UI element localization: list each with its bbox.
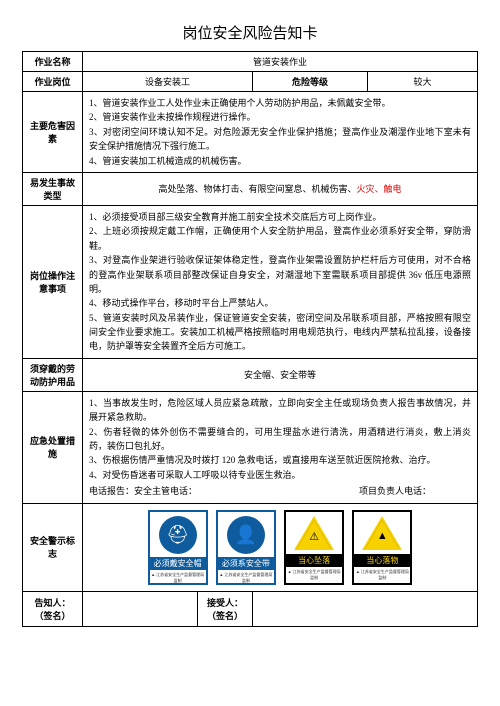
accidents-text: 高处坠落、物体打击、有限空间窒息、机械伤害、火灾、触电 <box>83 172 478 205</box>
sign-fall: ⚠ 当心坠落 ▲ 江苏省安全生产监督管理局监制 <box>284 510 344 585</box>
sign-helmet-label: 必须戴安全帽 <box>150 557 206 570</box>
emergency-label: 应急处置措施 <box>23 391 83 503</box>
main-table: 作业名称 管道安装作业 作业岗位 设备安装工 危险等级 较大 主要危害因素 1、… <box>22 51 478 627</box>
emergency-body: 1、当事故发生时，危险区域人员应紧急疏散，立即向安全主任或现场负责人报告事故情况… <box>89 396 471 482</box>
signs-label: 安全警示标志 <box>23 503 83 591</box>
ppe-value: 安全帽、安全带等 <box>83 358 478 391</box>
signs-cell: ⛑ 必须戴安全帽 ▲ 江苏省安全生产监督管理局监制 👤 必须系安全带 ▲ 江苏省… <box>83 503 478 591</box>
hazards-text: 1、管道安装作业工人处作业未正确使用个人劳动防护用品，未佩戴安全带。 2、管道安… <box>83 92 478 173</box>
precautions-text: 1、必须接受项目部三级安全教育并施工前安全技术交底后方可上岗作业。 2、上班必须… <box>83 205 478 358</box>
receiver-sign <box>252 591 477 626</box>
helmet-icon: ⛑ <box>159 516 197 554</box>
job-name-value: 管道安装作业 <box>83 52 478 72</box>
accidents-label: 易发生事故类型 <box>23 172 83 205</box>
sign-foot: ▲ 江苏省安全生产监督管理局监制 <box>218 570 274 584</box>
accidents-plain: 高处坠落、物体打击、有限空间窒息、机械伤害、 <box>158 184 356 194</box>
phone-left: 电话报告：安全主管电话： <box>89 484 197 498</box>
informer-sign <box>83 591 198 626</box>
accidents-red: 火灾、触电 <box>357 184 402 194</box>
position-value: 设备安装工 <box>83 72 253 92</box>
risk-level-value: 较大 <box>367 72 477 92</box>
sign-falling-object: ▲ 当心落物 ▲ 江苏省安全生产监督管理局监制 <box>352 510 412 585</box>
hazards-label: 主要危害因素 <box>23 92 83 173</box>
emergency-text: 1、当事故发生时，危险区域人员应紧急疏散，立即向安全主任或现场负责人报告事故情况… <box>83 391 478 503</box>
precautions-label: 岗位操作注意事项 <box>23 205 83 358</box>
sign-foot: ▲ 江苏省安全生产监督管理局监制 <box>354 567 410 581</box>
sign-foot: ▲ 江苏省安全生产监督管理局监制 <box>286 567 342 581</box>
sign-foot: ▲ 江苏省安全生产监督管理局监制 <box>150 570 206 584</box>
doc-title: 岗位安全风险告知卡 <box>22 22 478 43</box>
phone-right: 项目负责人电话： <box>359 484 431 498</box>
sign-belt: 👤 必须系安全带 ▲ 江苏省安全生产监督管理局监制 <box>216 510 276 585</box>
job-name-label: 作业名称 <box>23 52 83 72</box>
sign-fallobj-label: 当心落物 <box>354 554 410 567</box>
sign-fall-label: 当心坠落 <box>286 554 342 567</box>
receiver-label: 接受人： （签名） <box>197 591 252 626</box>
sign-helmet: ⛑ 必须戴安全帽 ▲ 江苏省安全生产监督管理局监制 <box>148 510 208 585</box>
ppe-label: 须穿戴的劳动防护用品 <box>23 358 83 391</box>
risk-level-label: 危险等级 <box>252 72 367 92</box>
position-label: 作业岗位 <box>23 72 83 92</box>
informer-label: 告知人： （签名） <box>23 591 83 626</box>
sign-belt-label: 必须系安全带 <box>218 557 274 570</box>
belt-icon: 👤 <box>227 516 265 554</box>
